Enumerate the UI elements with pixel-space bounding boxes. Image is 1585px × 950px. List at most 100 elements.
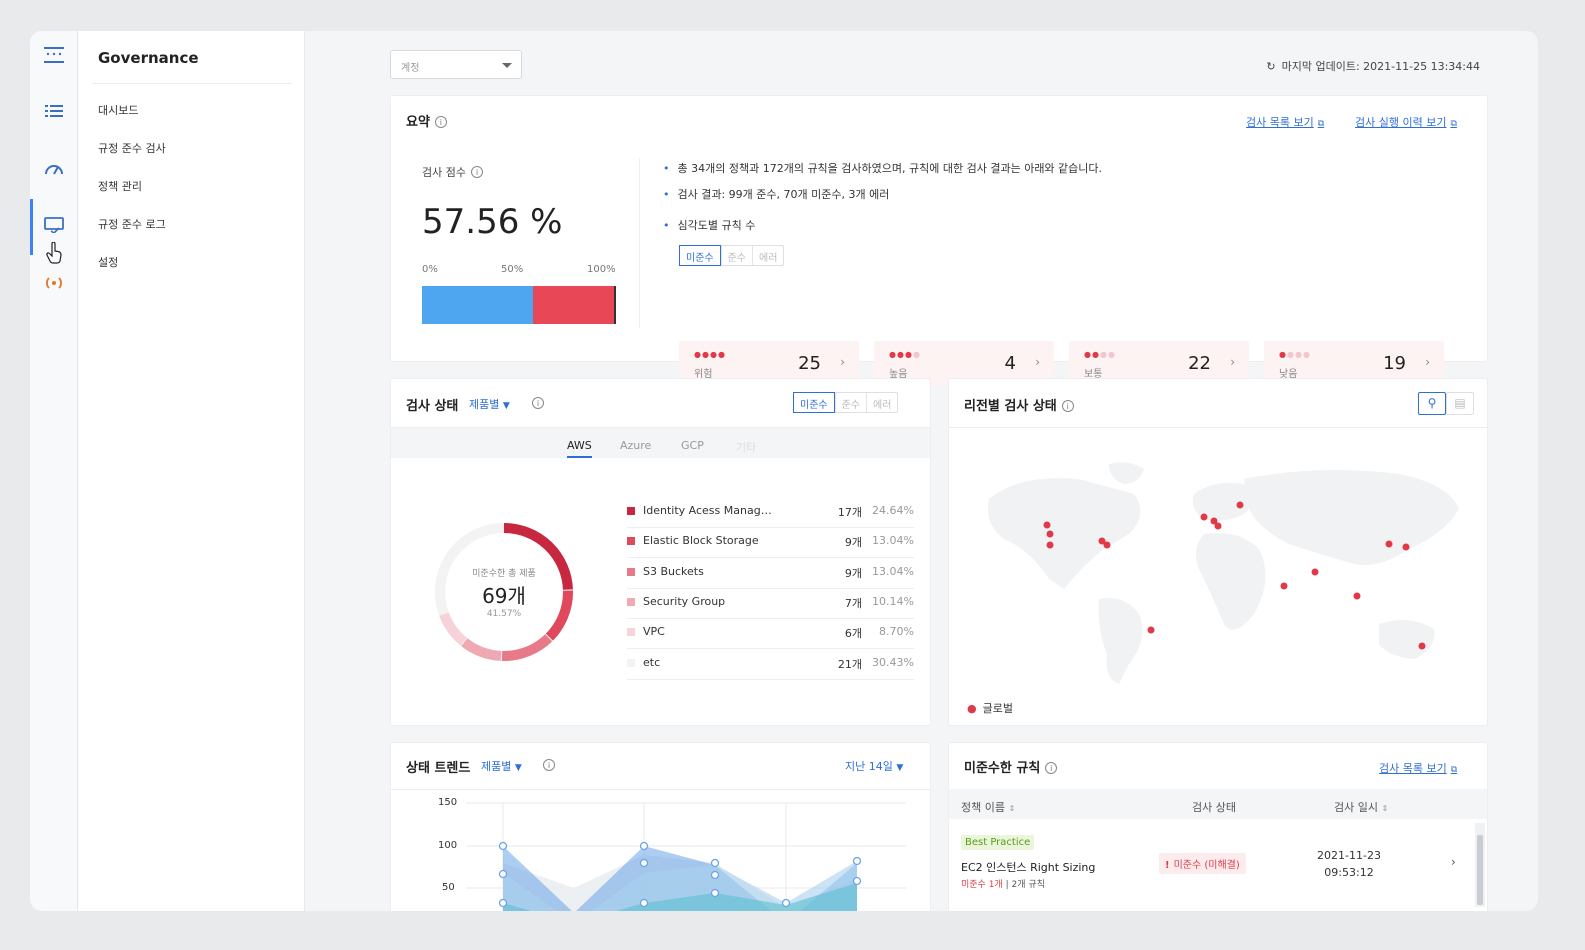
severity-label: 위험 [694,369,713,380]
sidebar: Governance 대시보드 규정 준수 검사 정책 관리 규정 준수 로그 … [78,31,305,911]
donut-pct: 41.57% [486,609,522,619]
info-icon[interactable]: i [543,759,555,771]
score-label: 검사 점수 i [422,164,483,180]
tab-azure[interactable]: Azure [620,439,652,452]
table-row[interactable]: Best Practice EC2 인스턴스 Right Sizing 미준수 … [949,819,1474,909]
donut-slice [435,523,573,661]
severity-segment[interactable]: 미준수 준수 에러 [679,245,785,266]
y-tick-150: 150 [438,797,458,808]
seg-compliant[interactable]: 준수 [834,393,866,412]
legend-row[interactable]: S3 Buckets 9개 13.04% [627,559,914,589]
sidebar-item-compliance-log[interactable]: 규정 준수 로그 [98,218,166,231]
scrollbar-thumb[interactable] [1477,835,1483,905]
legend-row[interactable]: Security Group 7개 10.14% [627,589,914,619]
app-title: Governance [98,49,199,67]
legend-swatch [627,658,635,667]
seg-noncompliant[interactable]: 미준수 [679,245,721,266]
legend-name: VPC [643,625,665,639]
info-icon[interactable]: i [470,166,483,178]
tab-aws[interactable]: AWS [567,439,592,458]
legend-pct: 8.70% [879,625,914,639]
legend-pct: 10.14% [872,594,914,608]
info-icon[interactable]: i [434,116,447,128]
seg-compliant[interactable]: 준수 [720,246,752,265]
legend-row[interactable]: Identity Acess Management 17개 24.64% [627,498,914,528]
refresh-icon[interactable]: ↻ [1266,60,1276,73]
chevron-right-icon[interactable]: › [1451,855,1456,869]
th-date[interactable]: 검사 일시 ⇕ [1334,801,1389,814]
legend-row[interactable]: etc 21개 30.43% [627,650,914,680]
th-policy-name[interactable]: 정책 이름 ⇕ [961,801,1016,814]
status-title: 검사 상태 [406,399,459,414]
map-view-button[interactable]: ⚲ [1418,392,1446,415]
severity-dots: ●●●● [1084,350,1116,359]
legend-name: Security Group [643,594,726,608]
scrollbar[interactable] [1475,823,1485,907]
donut-slice [435,523,573,661]
seg-error[interactable]: 에러 [866,393,897,412]
status-badge: ! 미준수 (미해결) [1159,853,1246,874]
external-link-icon: ⧉ [1317,119,1325,129]
seg-error[interactable]: 에러 [752,246,783,265]
legend-swatch [627,567,635,576]
monitor-check-icon[interactable] [42,213,66,237]
table-view-button[interactable]: ▤ [1446,392,1474,415]
rule-meta: 미준수 1개 | 2개 규칙 [961,880,1045,890]
scan-list-link[interactable]: 검사 목록 보기 ⧉ [1246,116,1325,129]
group-by-dropdown[interactable]: 제품별 ▼ [469,398,510,411]
period-dropdown[interactable]: 지난 14일 ▼ [845,760,904,773]
chevron-right-icon[interactable]: › [1230,355,1235,369]
legend-name: S3 Buckets [643,564,704,578]
scale-50: 50% [501,264,524,275]
y-tick-50: 50 [442,882,455,893]
legend-swatch [627,537,635,546]
rules-card: 미준수한 규칙 i 검사 목록 보기 ⧉ 정책 이름 ⇕ 검사 상태 검사 일시 ⇕… [948,742,1488,911]
gauge-icon[interactable] [42,157,66,181]
chevron-right-icon[interactable]: › [1035,355,1040,369]
tab-gcp[interactable]: GCP [681,439,704,452]
divider [391,789,930,790]
info-icon[interactable]: i [1061,400,1074,412]
menu-grid-icon[interactable] [42,43,66,67]
y-tick-100: 100 [438,840,458,851]
scan-history-link[interactable]: 검사 실행 이력 보기 ⧉ [1355,116,1457,129]
sidebar-item-compliance-check[interactable]: 규정 준수 검사 [98,142,166,155]
trend-group-dropdown[interactable]: 제품별 ▼ [481,760,522,773]
hand-cursor-icon [42,241,66,265]
tab-etc[interactable]: 기타 [736,441,757,454]
legend-count: 21개 [837,657,862,671]
severity-count: 19 [1383,353,1406,374]
list-icon[interactable] [42,99,66,123]
map-pin-icon: ⚲ [1427,396,1437,410]
sidebar-item-dashboard[interactable]: 대시보드 [98,104,139,117]
external-link-icon: ⧉ [1450,765,1458,775]
severity-label: 보통 [1084,369,1103,380]
legend-row[interactable]: Elastic Block Storage 9개 13.04% [627,528,914,559]
app-window: Governance 대시보드 규정 준수 검사 정책 관리 규정 준수 로그 … [30,31,1538,911]
chevron-right-icon[interactable]: › [840,355,845,369]
severity-dots: ●●●● [694,350,726,359]
donut-value: 69개 [482,584,526,608]
sidebar-item-policy[interactable]: 정책 관리 [98,180,142,193]
legend-pct: 13.04% [872,564,914,578]
caret-down-icon [502,63,512,68]
donut-chart [435,523,573,661]
seg-noncompliant[interactable]: 미준수 [793,392,835,413]
rules-list-link[interactable]: 검사 목록 보기 ⧉ [1379,762,1458,775]
status-segment[interactable]: 미준수 준수 에러 [793,392,899,413]
info-icon[interactable]: i [532,397,544,409]
broadcast-icon[interactable] [42,271,66,295]
th-status: 검사 상태 [1192,801,1236,814]
score-bar-fill [422,286,533,324]
legend-swatch [627,507,635,515]
account-select[interactable]: 계정 [390,50,522,79]
legend-name: Elastic Block Storage [643,534,759,548]
legend-row[interactable]: VPC 6개 8.70% [627,619,914,650]
severity-dots: ●●●● [889,350,921,359]
chevron-right-icon[interactable]: › [1425,355,1430,369]
icon-rail [30,31,78,911]
sort-icon: ⇕ [1008,804,1016,813]
info-icon[interactable]: i [1045,762,1058,774]
sidebar-item-settings[interactable]: 설정 [98,256,119,269]
severity-count: 4 [1004,353,1016,374]
